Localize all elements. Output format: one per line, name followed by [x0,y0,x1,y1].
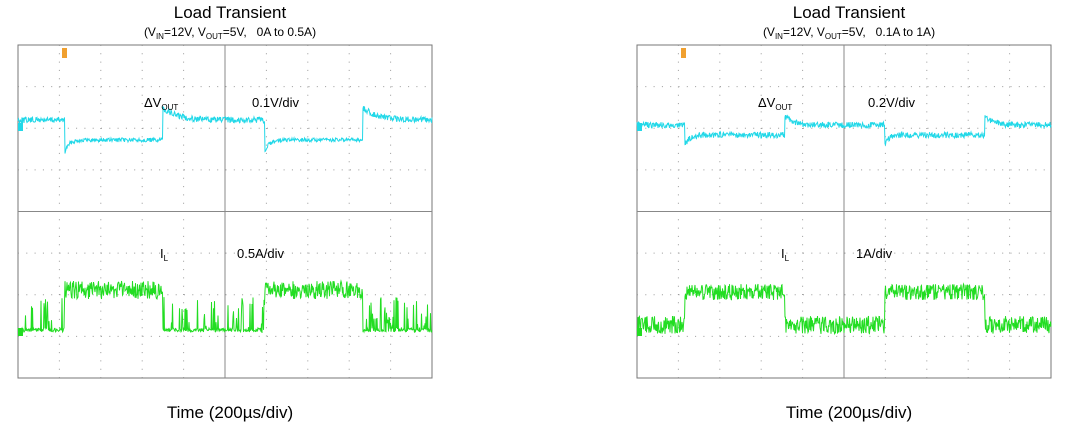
panel: Load Transient(VIN=12V, VOUT=5V, 0A to 0… [17,3,433,422]
current-scale: 0.5A/div [237,246,284,261]
text-part: ΔV [144,95,162,110]
subscript: IN [775,32,783,41]
subscript: L [785,254,790,263]
subscript: OUT [825,32,842,41]
text-part: =12V, V [783,25,825,39]
current-trace [636,282,1052,336]
text-part: I [781,246,785,261]
voltage-scale: 0.1V/div [252,95,299,110]
x-axis-label: Time (200µs/div) [167,403,293,422]
scope-screen [17,44,433,379]
voltage-label: ΔVOUT [758,95,792,112]
current-trace [17,279,433,334]
subscript: L [164,254,169,263]
subscript: OUT [775,103,792,112]
current-label: IL [781,246,790,263]
text-part: =12V, V [164,25,206,39]
channel-marker [18,123,23,131]
current-scale: 1A/div [856,246,893,261]
text-part: =5V, 0.1A to 1A) [842,25,935,39]
text-part: (V [144,25,156,39]
panel-title: Load Transient [793,3,906,22]
channel-marker [637,123,642,131]
panel-subtitle: (VIN=12V, VOUT=5V, 0.1A to 1A) [763,25,935,41]
current-label: IL [160,246,169,263]
trigger-marker [62,48,67,58]
text-part: =5V, 0A to 0.5A) [223,25,316,39]
subscript: IN [156,32,164,41]
text-part: (V [763,25,775,39]
voltage-trace [17,106,433,154]
panel: Load Transient(VIN=12V, VOUT=5V, 0.1A to… [636,3,1052,422]
text-part: ΔV [758,95,776,110]
channel-marker [637,328,642,336]
subscript: OUT [206,32,223,41]
panel-subtitle: (VIN=12V, VOUT=5V, 0A to 0.5A) [144,25,316,41]
channel-marker [18,328,23,336]
voltage-trace [636,114,1052,147]
x-axis-label: Time (200µs/div) [786,403,912,422]
scope-screen [636,44,1052,379]
panel-title: Load Transient [174,3,287,22]
trigger-marker [681,48,686,58]
text-part: I [160,246,164,261]
voltage-scale: 0.2V/div [868,95,915,110]
voltage-label: ΔVOUT [144,95,178,112]
subscript: OUT [161,103,178,112]
